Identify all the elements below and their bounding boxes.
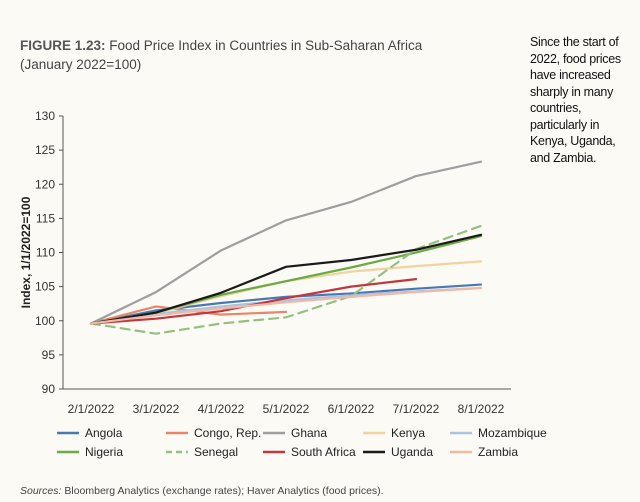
figure-title: Food Price Index in Countries in Sub-Sah… [105, 38, 423, 53]
source-note: Sources: Bloomberg Analytics (exchange r… [20, 485, 384, 497]
legend-label-south-africa: South Africa [291, 445, 356, 459]
y-axis-label: Index, 1/1/2022=100 [19, 196, 33, 308]
y-tick-label: 95 [42, 348, 56, 362]
side-note: Since the start of 2022, food prices hav… [530, 35, 621, 165]
legend-label-angola: Angola [85, 426, 123, 440]
legend-label-zambia: Zambia [478, 445, 518, 459]
legend-label-mozambique: Mozambique [478, 426, 547, 440]
legend-label-senegal: Senegal [194, 445, 238, 459]
x-tick-label: 4/1/2022 [198, 402, 245, 416]
series-line-senegal [89, 224, 483, 335]
source-text: Bloomberg Analytics (exchange rates); Ha… [61, 485, 384, 497]
x-tick-label: 2/1/2022 [68, 402, 115, 416]
legend-label-uganda: Uganda [391, 445, 433, 459]
series-line-angola [89, 283, 483, 325]
series-line-uganda [89, 233, 483, 325]
x-tick-label: 5/1/2022 [263, 402, 310, 416]
y-tick-label: 120 [35, 177, 55, 191]
legend-label-nigeria: Nigeria [85, 445, 123, 459]
x-tick-label: 3/1/2022 [133, 402, 180, 416]
y-tick-label: 130 [35, 109, 55, 123]
y-tick-label: 90 [42, 382, 56, 396]
y-tick-label: 115 [36, 211, 55, 225]
chart-area: 90 95 100 105 110 115 120 125 130 2/1/2022 3/1/202… [19, 109, 547, 459]
figure-header: FIGURE 1.23: Food Price Index in Countri… [20, 36, 520, 74]
series-line-ghana [89, 160, 483, 325]
x-tick-label: 7/1/2022 [393, 402, 440, 416]
legend-label-ghana: Ghana [291, 426, 327, 440]
x-tick-label: 6/1/2022 [328, 402, 375, 416]
figure-number: FIGURE 1.23: [20, 38, 106, 53]
y-tick-label: 105 [35, 280, 55, 294]
source-label: Sources: [20, 485, 62, 497]
legend-label-congo-rep-: Congo, Rep. [194, 426, 261, 440]
y-tick-label: 125 [35, 143, 55, 157]
figure-subtitle: (January 2022=100) [20, 57, 142, 72]
line-chart: 90 95 100 105 110 115 120 125 130 2/1/2022 3/1/202… [19, 109, 547, 459]
y-tick-label: 100 [35, 314, 55, 328]
y-tick-label: 110 [36, 246, 55, 260]
x-tick-label: 8/1/2022 [458, 402, 505, 416]
series-line-zambia [89, 286, 483, 325]
legend-label-kenya: Kenya [391, 426, 425, 440]
